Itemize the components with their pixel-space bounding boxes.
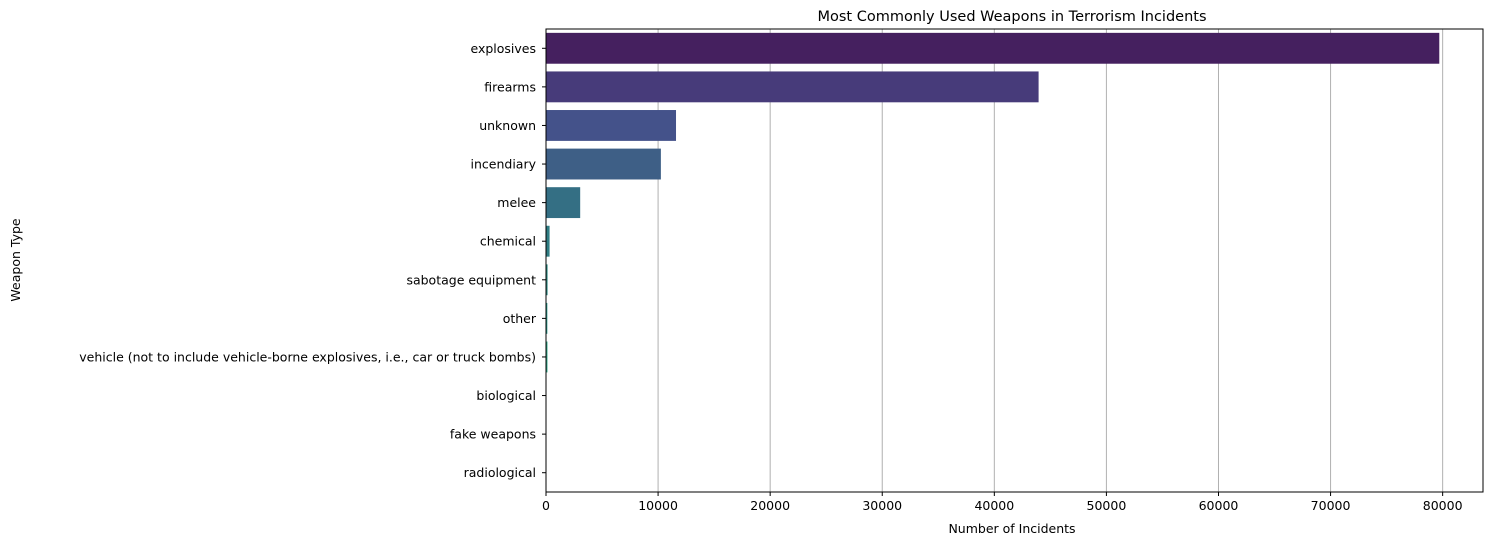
bar-7 <box>546 302 548 334</box>
y-axis-ticks: explosives firearms unknown incendiary melee… <box>79 41 546 480</box>
bar-4 <box>546 187 581 219</box>
x-tick-label: 70000 <box>1311 498 1351 513</box>
y-tick-label: radiological <box>464 465 536 480</box>
x-tick-label: 80000 <box>1423 498 1463 513</box>
y-tick-label: melee <box>497 195 536 210</box>
y-tick-label: explosives <box>470 41 536 56</box>
bars <box>546 32 1440 489</box>
x-axis-label: Number of Incidents <box>948 521 1075 536</box>
y-tick-label: incendiary <box>471 157 537 172</box>
bar-1 <box>546 71 1039 103</box>
axes <box>545 28 1484 493</box>
x-tick-label: 0 <box>542 498 550 513</box>
y-tick-label: biological <box>476 388 536 403</box>
x-tick-label: 50000 <box>1087 498 1127 513</box>
x-gridlines <box>657 29 1444 492</box>
x-axis-ticks: 0 10000 20000 30000 40000 50000 60000 70000 8000… <box>542 492 1463 513</box>
bar-8 <box>546 341 548 373</box>
bar-3 <box>546 148 661 180</box>
y-tick-label: other <box>503 311 537 326</box>
y-axis-label: Weapon Type <box>8 218 23 301</box>
y-tick-label: firearms <box>484 79 536 94</box>
y-tick-label: sabotage equipment <box>406 272 536 287</box>
plot-frame <box>545 28 1484 493</box>
y-tick-label: unknown <box>479 118 536 133</box>
bar-6 <box>546 264 548 296</box>
y-tick-label: vehicle (not to include vehicle-borne ex… <box>79 349 536 364</box>
bar-0 <box>546 32 1440 64</box>
y-tick-label: fake weapons <box>450 427 536 442</box>
x-tick-label: 60000 <box>1199 498 1239 513</box>
bar-2 <box>546 110 677 141</box>
chart-title: Most Commonly Used Weapons in Terrorism … <box>817 9 1206 25</box>
x-tick-label: 40000 <box>974 498 1014 513</box>
bar-5 <box>546 225 550 257</box>
y-tick-label: chemical <box>480 234 536 249</box>
x-tick-label: 30000 <box>862 498 902 513</box>
x-tick-label: 20000 <box>750 498 790 513</box>
x-tick-label: 10000 <box>638 498 678 513</box>
